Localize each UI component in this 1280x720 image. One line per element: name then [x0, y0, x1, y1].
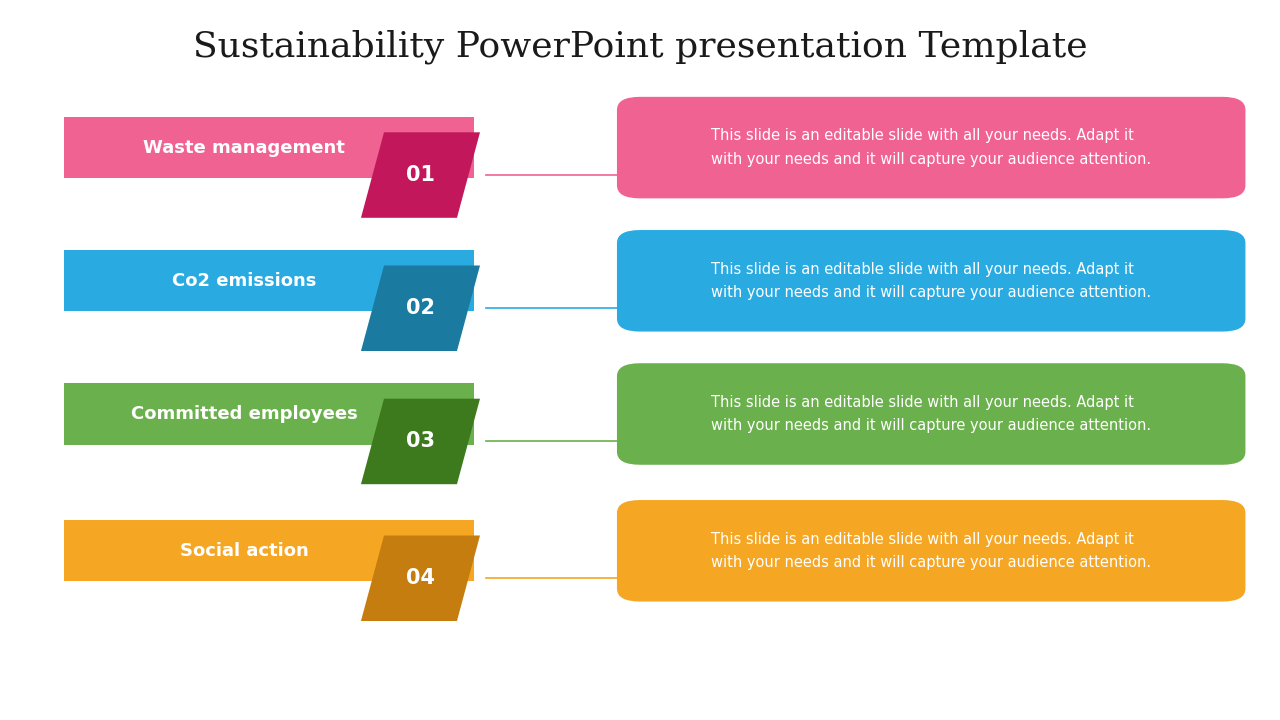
- Polygon shape: [361, 132, 480, 217]
- Text: Sustainability PowerPoint presentation Template: Sustainability PowerPoint presentation T…: [193, 30, 1087, 64]
- FancyBboxPatch shape: [64, 520, 474, 582]
- FancyBboxPatch shape: [64, 251, 474, 311]
- Text: 02: 02: [406, 298, 435, 318]
- Polygon shape: [361, 399, 480, 484]
- FancyBboxPatch shape: [617, 500, 1245, 601]
- FancyBboxPatch shape: [617, 364, 1245, 465]
- Text: Social action: Social action: [180, 541, 308, 560]
- FancyBboxPatch shape: [617, 96, 1245, 198]
- Text: Committed employees: Committed employees: [131, 405, 357, 423]
- Polygon shape: [361, 536, 480, 621]
- Text: 03: 03: [406, 431, 435, 451]
- Text: 01: 01: [406, 165, 435, 185]
- Text: Co2 emissions: Co2 emissions: [172, 271, 316, 289]
- Text: This slide is an editable slide with all your needs. Adapt it
with your needs an: This slide is an editable slide with all…: [712, 395, 1151, 433]
- Text: Waste management: Waste management: [143, 138, 346, 157]
- Text: This slide is an editable slide with all your needs. Adapt it
with your needs an: This slide is an editable slide with all…: [712, 261, 1151, 300]
- Text: This slide is an editable slide with all your needs. Adapt it
with your needs an: This slide is an editable slide with all…: [712, 128, 1151, 167]
- FancyBboxPatch shape: [64, 117, 474, 178]
- Polygon shape: [361, 266, 480, 351]
- Text: This slide is an editable slide with all your needs. Adapt it
with your needs an: This slide is an editable slide with all…: [712, 531, 1151, 570]
- Text: 04: 04: [406, 568, 435, 588]
- FancyBboxPatch shape: [617, 230, 1245, 331]
- FancyBboxPatch shape: [64, 383, 474, 444]
